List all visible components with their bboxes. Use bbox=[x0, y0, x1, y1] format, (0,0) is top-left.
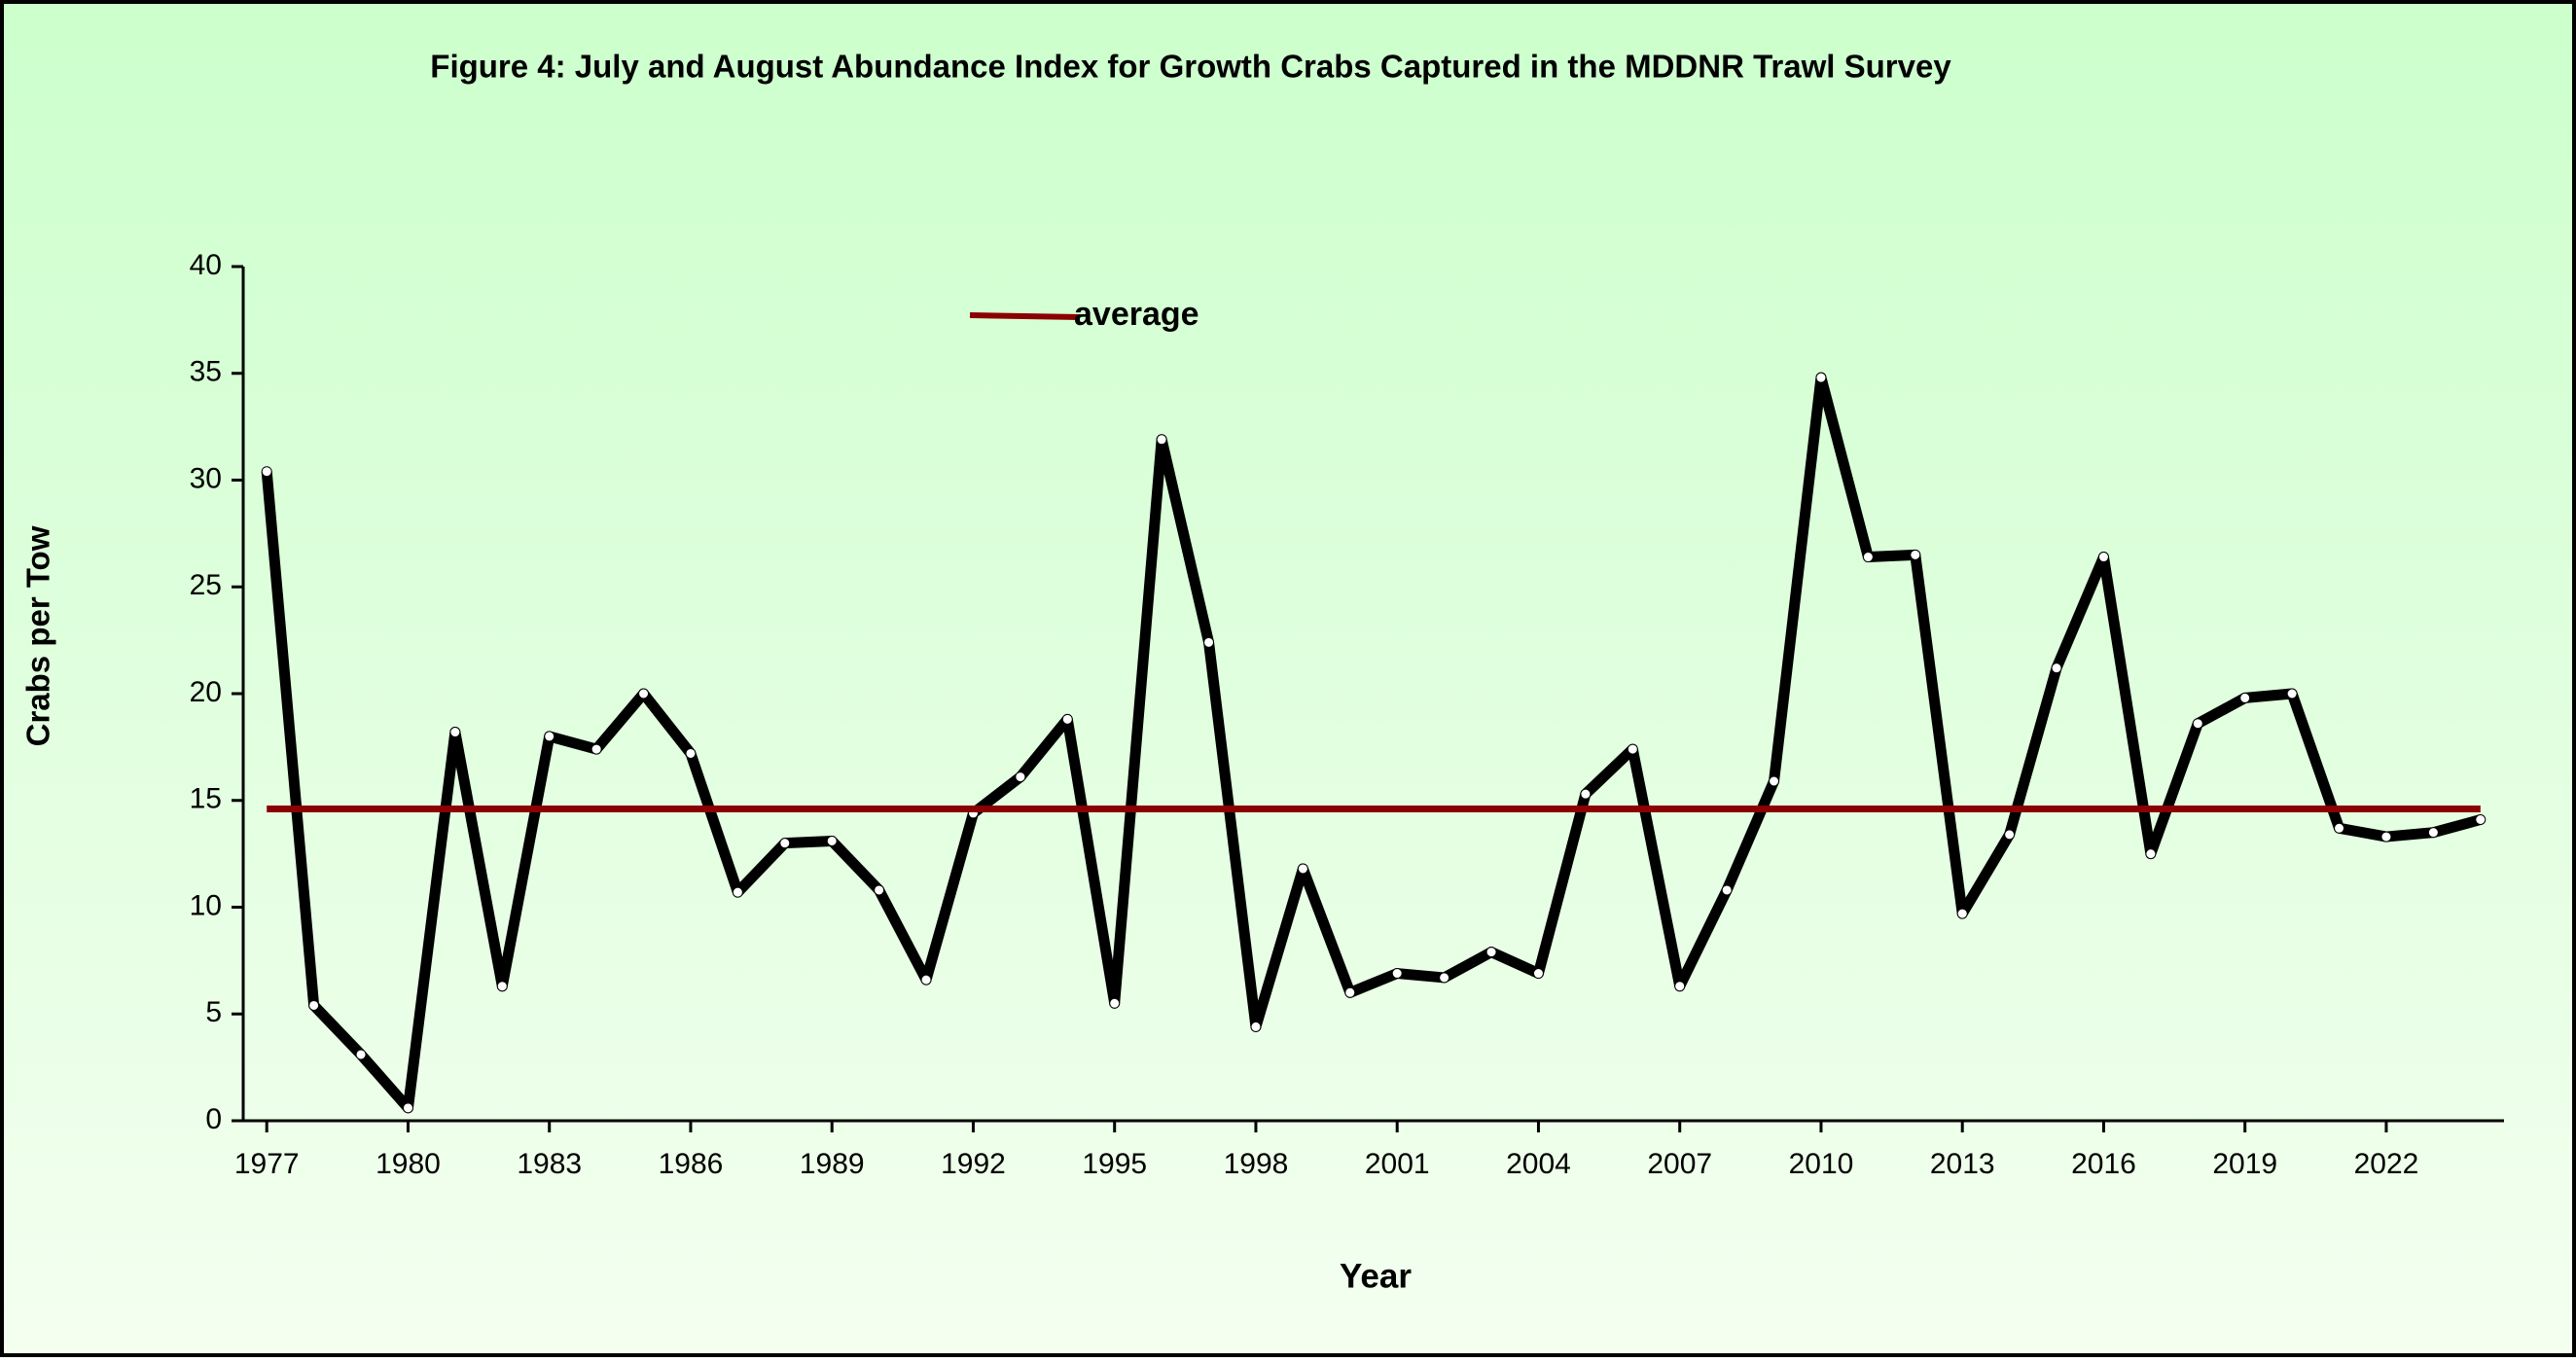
data-point bbox=[2286, 688, 2298, 699]
data-point bbox=[2334, 822, 2345, 834]
data-point bbox=[920, 974, 932, 986]
y-axis-label: Crabs per Tow bbox=[20, 525, 56, 746]
data-point bbox=[2192, 718, 2203, 730]
data-point bbox=[544, 731, 555, 742]
data-point bbox=[1156, 434, 1167, 446]
data-point bbox=[1015, 771, 1026, 783]
x-tick-label: 2022 bbox=[2354, 1148, 2419, 1180]
data-point bbox=[685, 747, 697, 759]
y-tick-label: 15 bbox=[190, 783, 222, 815]
data-point bbox=[2239, 692, 2251, 703]
x-tick-label: 1986 bbox=[659, 1148, 724, 1180]
y-tick-label: 10 bbox=[190, 889, 222, 921]
x-tick-label: 2010 bbox=[1789, 1148, 1854, 1180]
y-tick-label: 40 bbox=[190, 249, 222, 281]
x-tick-label: 1980 bbox=[376, 1148, 441, 1180]
data-point bbox=[590, 743, 602, 755]
data-point bbox=[2051, 663, 2062, 674]
data-point bbox=[1061, 713, 1073, 725]
x-tick-label: 1992 bbox=[941, 1148, 1006, 1180]
x-tick-label: 2007 bbox=[1647, 1148, 1712, 1180]
y-tick-label: 25 bbox=[190, 569, 222, 601]
y-tick-label: 35 bbox=[190, 356, 222, 388]
y-tick-label: 5 bbox=[205, 996, 222, 1028]
data-point bbox=[732, 886, 743, 898]
data-point bbox=[1344, 986, 1356, 998]
data-point bbox=[638, 688, 650, 699]
x-axis-label: Year bbox=[1340, 1257, 1412, 1295]
data-point bbox=[1956, 908, 1968, 919]
legend-swatch bbox=[969, 312, 1081, 320]
x-tick-label: 1998 bbox=[1224, 1148, 1289, 1180]
data-point bbox=[1485, 947, 1497, 958]
data-point bbox=[1532, 968, 1544, 980]
x-tick-label: 2016 bbox=[2071, 1148, 2136, 1180]
legend-label: average bbox=[1074, 296, 1199, 333]
data-point bbox=[1109, 997, 1121, 1009]
data-point bbox=[308, 999, 320, 1011]
data-point bbox=[1721, 884, 1733, 896]
data-line bbox=[261, 372, 2483, 1114]
data-point bbox=[1862, 552, 1874, 563]
data-point bbox=[1815, 372, 1827, 383]
x-tick-label: 2001 bbox=[1365, 1148, 1430, 1180]
data-point bbox=[449, 727, 461, 738]
y-tick-label: 30 bbox=[190, 462, 222, 494]
data-point bbox=[1674, 981, 1686, 992]
data-point bbox=[355, 1049, 367, 1060]
data-point bbox=[1910, 549, 1921, 560]
x-tick-label: 1989 bbox=[800, 1148, 865, 1180]
data-point bbox=[1297, 863, 1308, 875]
data-point bbox=[1580, 788, 1592, 800]
data-point bbox=[496, 981, 508, 992]
data-point bbox=[402, 1102, 413, 1114]
data-point bbox=[261, 466, 272, 478]
x-tick-label: 1995 bbox=[1082, 1148, 1147, 1180]
data-point bbox=[826, 835, 838, 846]
data-point bbox=[779, 838, 791, 849]
data-point bbox=[1203, 636, 1215, 648]
data-point bbox=[2427, 827, 2439, 839]
data-point bbox=[1627, 743, 1638, 755]
x-tick-label: 2013 bbox=[1930, 1148, 1995, 1180]
data-point bbox=[2004, 829, 2016, 841]
data-point bbox=[1391, 968, 1403, 980]
y-tick-label: 0 bbox=[205, 1103, 222, 1135]
x-tick-label: 2019 bbox=[2212, 1148, 2277, 1180]
x-tick-label: 1977 bbox=[234, 1148, 300, 1180]
x-tick-label: 1983 bbox=[517, 1148, 582, 1180]
chart-title: Figure 4: July and August Abundance Inde… bbox=[430, 49, 1951, 85]
data-point bbox=[2097, 552, 2109, 563]
data-point bbox=[1250, 1021, 1262, 1032]
data-point bbox=[874, 884, 885, 896]
data-point bbox=[1439, 972, 1450, 984]
data-point bbox=[2380, 831, 2392, 842]
x-tick-label: 2004 bbox=[1506, 1148, 1571, 1180]
data-point bbox=[2145, 848, 2157, 860]
data-point bbox=[1769, 775, 1780, 787]
data-point bbox=[2475, 814, 2487, 826]
y-tick-label: 20 bbox=[190, 676, 222, 708]
